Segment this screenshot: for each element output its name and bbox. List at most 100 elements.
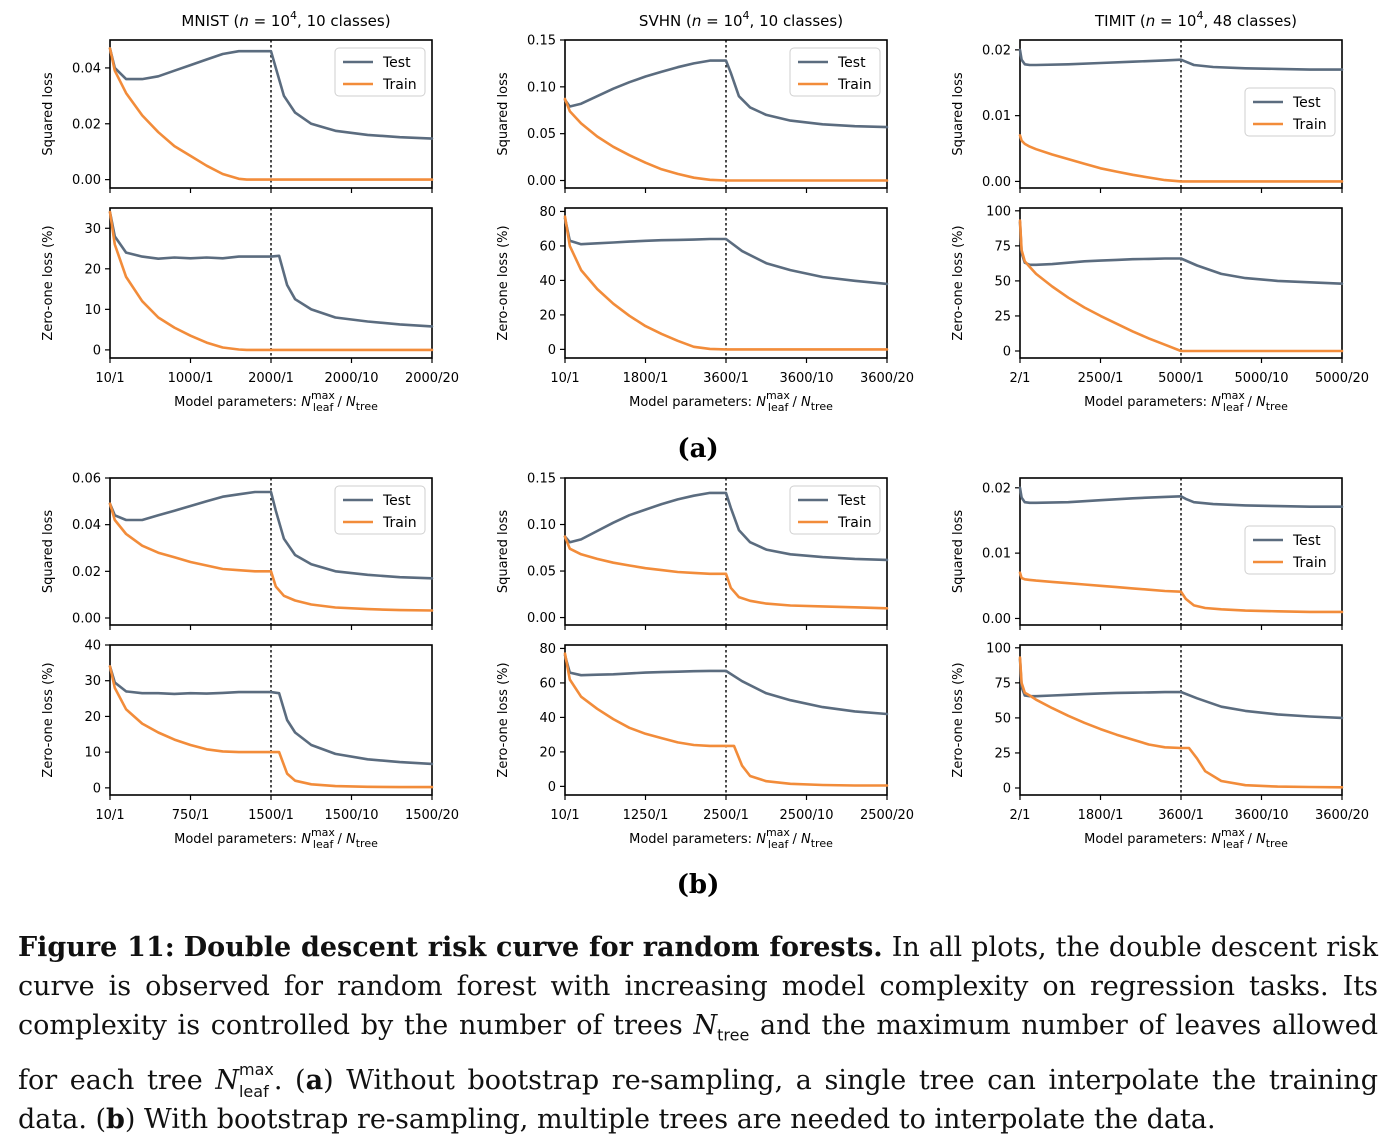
zero_one_loss-ytick-label: 30: [84, 674, 101, 689]
subplot-title: SVHN (n = 104, 10 classes): [639, 9, 843, 30]
x-axis-label: Model parameters: Nmax leaf / Ntree: [174, 389, 378, 414]
subplot-title-part: n: [239, 12, 249, 30]
zero_one_loss-train-series-line: [108, 210, 434, 352]
squared_loss-train-series-line: [1018, 571, 1344, 614]
x-axis-label-part: N: [1211, 832, 1221, 847]
zero_one_loss-ytick-label: 0: [93, 781, 101, 796]
squared_loss-ytick-label: 0.02: [982, 481, 1011, 496]
subplot-title-part: MNIST (: [181, 12, 239, 30]
zero_one_loss-ytick-label: 100: [986, 204, 1011, 219]
squared_loss-ytick-label: 0.00: [982, 612, 1011, 627]
x-axis-label-part: /: [1243, 832, 1256, 847]
zero_one_loss-ylabel: Zero-one loss (%): [41, 662, 56, 777]
x-axis-label-part: /: [1243, 395, 1256, 410]
x-axis-label-part: N: [1256, 832, 1266, 847]
squared_loss-ytick-label: 0.04: [72, 518, 101, 533]
figure: MNIST (n = 104, 10 classes)0.000.020.04S…: [41, 9, 1369, 900]
x-axis-label-part: Model parameters:: [174, 395, 301, 410]
zero_one_loss-ytick-label: 60: [539, 239, 556, 254]
zero_one_loss-train-series-line: [1018, 219, 1344, 353]
squared_loss-ytick-label: 0.00: [72, 173, 101, 188]
subplot-title-part: , 10 classes): [750, 12, 844, 30]
squared_loss-ylabel: Squared loss: [496, 72, 511, 155]
caption-n2-scripts: max leaf: [238, 1054, 274, 1101]
x-axis-label-part: N: [756, 395, 766, 410]
xtick-label: 2/1: [1010, 371, 1031, 386]
x-axis-label-part: max: [766, 389, 790, 402]
xtick-label: 1800/1: [1078, 808, 1124, 823]
squared_loss-train-series-line: [108, 47, 434, 181]
x-axis-label-part: Model parameters:: [629, 395, 756, 410]
subplot-title-part: 4: [290, 9, 297, 22]
x-axis-label-part: Model parameters:: [1084, 395, 1211, 410]
squared_loss-test-series-line: [563, 59, 889, 129]
x-axis-label-part: tree: [356, 400, 378, 413]
zero_one_loss-ytick-label: 10: [84, 303, 101, 318]
caption-n-sub: tree: [717, 1025, 750, 1045]
x-axis-label-part: tree: [356, 837, 378, 850]
squared_loss-ylabel: Squared loss: [951, 510, 966, 593]
squared_loss-ytick-label: 0.01: [982, 109, 1011, 124]
squared_loss-ytick-label: 0.00: [527, 174, 556, 189]
xtick-label: 10/1: [550, 808, 579, 823]
squared_loss-train-series-line: [108, 502, 434, 612]
subplot-title-part: = 10: [1155, 12, 1196, 30]
squared_loss-ytick-label: 0.01: [982, 547, 1011, 562]
squared_loss-ytick-label: 0.05: [527, 565, 556, 580]
zero_one_loss-ytick-label: 0: [93, 343, 101, 358]
xtick-label: 3600/1: [703, 371, 749, 386]
panel-label-b: (b): [677, 870, 720, 900]
subplot-title-part: SVHN (: [639, 12, 692, 30]
squared_loss-train-series-line: [563, 97, 889, 182]
squared_loss-ytick-label: 0.02: [72, 117, 101, 132]
zero_one_loss-test-series-line: [108, 210, 434, 328]
xtick-label: 1800/1: [623, 371, 669, 386]
x-axis-label-part: max: [1221, 389, 1245, 402]
squared_loss-ylabel: Squared loss: [496, 510, 511, 593]
x-axis-label: Model parameters: Nmax leaf / Ntree: [629, 826, 833, 851]
legend-test-label: Test: [382, 55, 411, 71]
x-axis-label-part: leaf: [1223, 838, 1245, 851]
legend-test-label: Test: [837, 493, 866, 509]
xtick-label: 2/1: [1010, 808, 1031, 823]
subplot-title-part: = 10: [249, 12, 290, 30]
squared_loss-test-series-line: [1018, 486, 1344, 508]
caption-title: Double descent risk curve for random for…: [183, 932, 883, 963]
zero_one_loss-ylabel: Zero-one loss (%): [951, 662, 966, 777]
x-axis-label-part: leaf: [313, 401, 335, 414]
zero_one_loss-ytick-label: 30: [84, 222, 101, 237]
xtick-label: 5000/10: [1234, 371, 1288, 386]
zero_one_loss-ytick-label: 100: [986, 641, 1011, 656]
squared_loss-ytick-label: 0.02: [72, 565, 101, 580]
xtick-label: 2000/1: [248, 371, 294, 386]
subplot-title: MNIST (n = 104, 10 classes): [181, 9, 390, 30]
legend-test-label: Test: [837, 55, 866, 71]
xtick-label: 3600/10: [779, 371, 833, 386]
xtick-label: 3600/20: [1315, 808, 1369, 823]
legend-train-label: Train: [1292, 555, 1327, 571]
caption-text-1: In all plots, the double descent risk cu…: [18, 932, 1378, 1041]
zero_one_loss-ytick-label: 25: [994, 309, 1011, 324]
legend-test-label: Test: [1292, 533, 1321, 549]
caption-b-label: b: [106, 1104, 125, 1136]
zero_one_loss-ytick-label: 80: [539, 205, 556, 220]
squared_loss-test-series-line: [1018, 48, 1344, 71]
subplot-title-part: n: [692, 12, 702, 30]
subplot-a-timit: TIMIT (n = 104, 48 classes) 0.00 0.01 0.02 S…: [951, 9, 1369, 414]
subplot-title: TIMIT (n = 104, 48 classes): [1094, 9, 1297, 30]
caption-n2-sup: max: [238, 1060, 274, 1080]
squared_loss-ylabel: Squared loss: [41, 510, 56, 593]
x-axis-label-part: /: [788, 832, 801, 847]
squared_loss-test-series-line: [563, 491, 889, 562]
squared_loss-test-series-line: [108, 490, 434, 580]
zero_one_loss-ylabel: Zero-one loss (%): [41, 225, 56, 340]
x-axis-label-part: leaf: [1223, 401, 1245, 414]
caption-label: Figure 11:: [18, 932, 175, 963]
xtick-label: 1500/1: [248, 808, 294, 823]
x-axis-label-part: tree: [811, 400, 833, 413]
x-axis-label-part: max: [766, 826, 790, 839]
x-axis-label-part: N: [756, 832, 766, 847]
xtick-label: 3600/10: [1234, 808, 1288, 823]
squared_loss-ytick-label: 0.00: [982, 175, 1011, 190]
xtick-label: 5000/20: [1315, 371, 1369, 386]
